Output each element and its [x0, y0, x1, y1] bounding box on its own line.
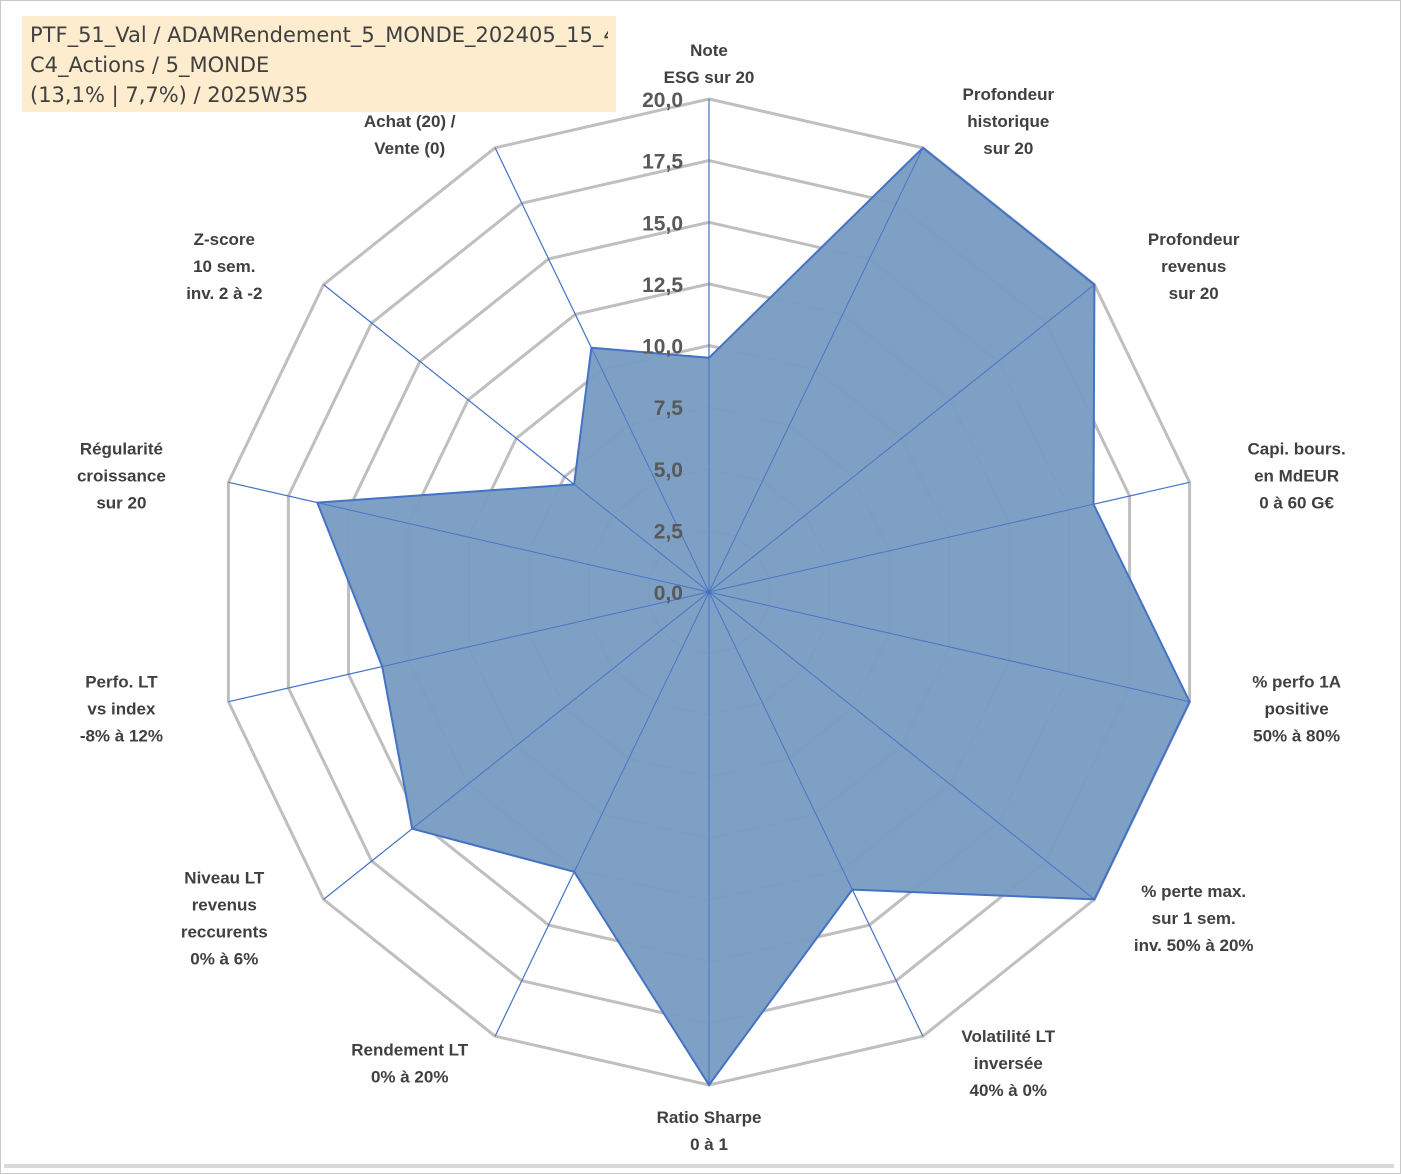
tick-label: 0,0 [654, 582, 683, 605]
axis-label-group: % perte max. sur 1 sem. inv. 50% à 20% [1134, 882, 1254, 955]
portfolio-name: PTF_51_Val / ADAMRendement_5_MONDE_20240… [30, 23, 608, 47]
axis-label-group: Profondeur historique sur 20 [962, 85, 1054, 158]
axis-label-line: revenus [192, 896, 257, 915]
axis-label-line: 10 sem. [193, 257, 255, 276]
axis-labels: Note ESG sur 20 Profondeur historique sur 20… [77, 41, 1346, 1154]
axis-label-line: ESG sur 20 [664, 68, 755, 87]
axis-label-line: Niveau LT [184, 869, 265, 888]
axis-label-line: 0% à 6% [190, 950, 258, 969]
axis-label-group: Capi. bours. en MdEUR 0 à 60 G€ [1247, 440, 1345, 513]
tick-label: 7,5 [654, 397, 684, 420]
axis-label-line: Profondeur [962, 85, 1054, 104]
axis-label-line: Volatilité LT [961, 1027, 1055, 1046]
axis-label-group: Ratio Sharpe 0 à 1 [657, 1108, 762, 1154]
axis-label-group: Rendement LT 0% à 20% [351, 1041, 468, 1087]
tick-label: 10,0 [642, 336, 683, 359]
axis-label-line: positive [1264, 699, 1328, 718]
tick-label: 2,5 [654, 520, 684, 543]
series-spoke [708, 147, 924, 593]
axis-label-group: Niveau LT revenus reccurents 0% à 6% [181, 869, 268, 969]
axis-label-line: sur 20 [983, 139, 1033, 158]
frame-shadow [4, 1164, 1394, 1168]
axis-label-line: revenus [1161, 257, 1226, 276]
series-spoke [573, 591, 710, 873]
tick-label: 15,0 [642, 212, 683, 235]
axis-label-line: Vente (0) [374, 139, 445, 158]
axis-label-line: 0 à 1 [690, 1135, 728, 1154]
series-spoke [708, 591, 853, 890]
axis-label-line: sur 1 sem. [1152, 909, 1236, 928]
series-spoke [708, 591, 1190, 703]
axis-label-line: 50% à 80% [1253, 726, 1340, 745]
series-spoke [317, 502, 710, 593]
axis-label-group: Note ESG sur 20 [664, 41, 755, 87]
axis-label-line: Capi. bours. [1247, 440, 1345, 459]
axis-label-group: Volatilité LT inversée 40% à 0% [961, 1027, 1055, 1100]
axis-label-line: vs index [87, 699, 156, 718]
tick-label: 17,5 [642, 151, 683, 174]
series-area [315, 146, 1191, 1087]
series-spoke [573, 484, 710, 593]
axis-label-line: Rendement LT [351, 1041, 468, 1060]
axis-label-group: Z-score 10 sem. inv. 2 à -2 [186, 230, 262, 303]
radar-series [315, 146, 1191, 1087]
axis-label-line: historique [967, 112, 1049, 131]
axis-label-line: inv. 50% à 20% [1134, 936, 1254, 955]
axis-label-line: 0 à 60 G€ [1259, 494, 1334, 513]
axis-label-line: % perfo 1A [1252, 672, 1341, 691]
radial-tick-labels: 0,0 2,5 5,0 7,5 10,0 12,5 15,0 17,5 20,0 [642, 89, 683, 605]
axis-label-line: Ratio Sharpe [657, 1108, 762, 1127]
axis-label-line: Profondeur [1148, 230, 1240, 249]
axis-label-line: en MdEUR [1254, 467, 1339, 486]
axis-label-line: Perfo. LT [85, 672, 158, 691]
series-spoke [382, 591, 710, 668]
axis-label-line: Régularité [80, 440, 163, 459]
axis-label-line: % perte max. [1141, 882, 1246, 901]
series-spoke [708, 503, 1094, 593]
tick-label: 20,0 [642, 89, 683, 112]
axis-label-group: Perfo. LT vs index -8% à 12% [80, 672, 163, 745]
portfolio-stats: (13,1% | 7,7%) / 2025W35 [30, 83, 309, 107]
tick-label: 12,5 [642, 274, 683, 297]
axis-label-line: Note [690, 41, 728, 60]
series-spoke [411, 591, 710, 830]
axis-label-group: Profondeur revenus sur 20 [1148, 230, 1240, 303]
axis-label-line: reccurents [181, 923, 268, 942]
axis-label-group: Régularité croissance sur 20 [77, 440, 166, 513]
axis-label-line: inv. 2 à -2 [186, 284, 262, 303]
axis-label-line: Z-score [194, 230, 255, 249]
axis-label-line: croissance [77, 467, 166, 486]
portfolio-category: C4_Actions / 5_MONDE [30, 53, 270, 77]
axis-label-group: % perfo 1A positive 50% à 80% [1252, 672, 1341, 745]
portfolio-info-box: PTF_51_Val / ADAMRendement_5_MONDE_20240… [22, 16, 616, 112]
axis-label-line: sur 20 [1169, 284, 1219, 303]
axis-label-line: 40% à 0% [970, 1081, 1048, 1100]
series-spoke [590, 347, 710, 593]
axis-label-line: -8% à 12% [80, 726, 163, 745]
axis-label-line: 0% à 20% [371, 1068, 449, 1087]
axis-label-line: inversée [974, 1054, 1043, 1073]
axis-label-line: sur 20 [96, 494, 146, 513]
axis-label-line: Achat (20) / [364, 112, 456, 131]
tick-label: 5,0 [654, 459, 683, 482]
series-spoke [708, 284, 1095, 593]
series-spoke [708, 591, 1095, 900]
